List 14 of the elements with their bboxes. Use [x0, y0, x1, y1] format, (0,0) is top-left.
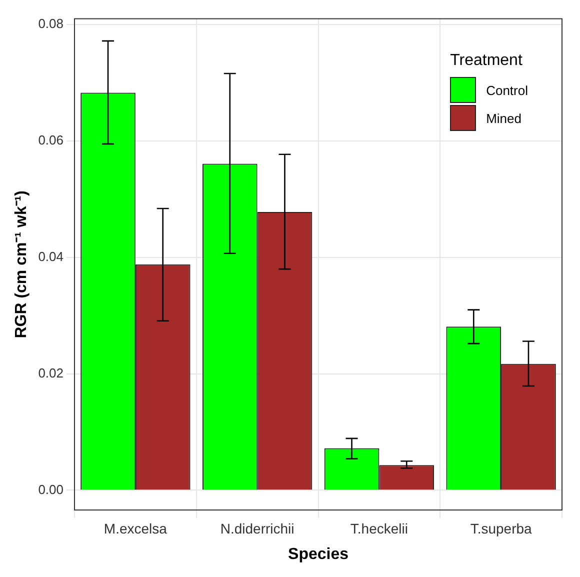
- legend-label: Mined: [486, 110, 522, 126]
- y-tick-label: 0.00: [38, 482, 64, 497]
- x-axis-title: Species: [288, 546, 349, 563]
- legend-label: Control: [486, 82, 528, 98]
- x-tick-label: T.superba: [470, 520, 532, 536]
- x-tick-label: M.excelsa: [104, 520, 168, 536]
- y-tick-label: 0.06: [38, 132, 64, 148]
- y-tick-label: 0.02: [38, 365, 64, 380]
- y-tick-label: 0.08: [38, 16, 64, 32]
- legend-title: Treatment: [450, 52, 524, 70]
- x-tick-label: T.heckelii: [350, 520, 408, 536]
- y-tick-label: 0.04: [38, 248, 64, 264]
- x-tick-label: N.diderrichii: [220, 520, 294, 536]
- y-axis-title: RGR (cm cm⁻¹ wk⁻¹): [13, 190, 30, 338]
